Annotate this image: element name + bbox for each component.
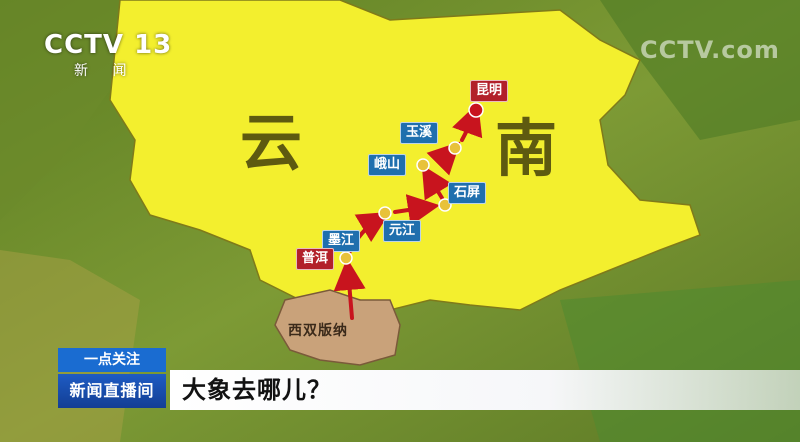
terrain-northeast [600, 0, 800, 140]
region-name-yun: 云 [240, 106, 303, 179]
city-label-yuxi: 玉溪 [400, 122, 439, 144]
ticker-program-name: 新闻直播间 [58, 374, 166, 408]
city-label-yuanjiang: 元江 [383, 220, 422, 242]
yuxi-marker [448, 141, 462, 155]
city-label-shiping: 石屏 [448, 182, 487, 204]
city-label-eshan: 峨山 [368, 154, 407, 176]
city-label-puer: 普洱 [296, 248, 335, 270]
channel-sub-label: 新 闻 [74, 63, 137, 79]
terrain-west-ridge [0, 0, 120, 220]
xishuangbanna-label: 西双版纳 [288, 323, 348, 339]
city-label-mojiang: 墨江 [322, 230, 361, 252]
channel-logo: CCTV 13 [44, 30, 173, 60]
cctv-watermark: CCTV.com [640, 36, 780, 64]
eshan-marker [416, 158, 430, 172]
route-arrow-shiping-eshan [421, 164, 453, 201]
route-arrow-xsbn-puer [333, 258, 366, 320]
city-label-kunming: 昆明 [470, 80, 509, 102]
yuanjiang-marker [378, 206, 392, 220]
puer-marker [339, 251, 353, 265]
route-arrow-yuanjiang-shiping [393, 194, 440, 226]
ticker-headline: 大象去哪儿？ [182, 376, 332, 404]
kunming-marker [468, 102, 484, 118]
news-ticker: 一点关注 新闻直播间 大象去哪儿？ [58, 348, 800, 412]
ticker-headline-bar [170, 370, 800, 410]
ticker-topic-tag: 一点关注 [58, 348, 166, 372]
region-name-nan: 南 [495, 112, 558, 185]
